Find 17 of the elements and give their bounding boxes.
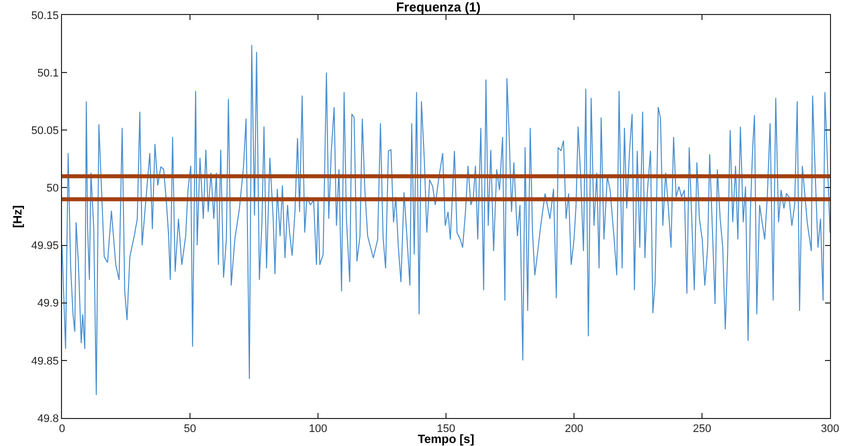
x-tick-label: 200 <box>564 423 584 436</box>
x-tick-label: 0 <box>58 423 66 436</box>
y-tick-label: 50.05 <box>31 124 59 137</box>
x-tick-label: 250 <box>692 423 712 436</box>
y-tick-label: 49.85 <box>31 355 59 368</box>
x-tick-label: 100 <box>308 423 328 436</box>
y-tick-label: 50 <box>46 182 59 195</box>
y-tick-label: 50.1 <box>37 67 59 80</box>
y-axis-title: [Hz] <box>10 205 25 228</box>
y-tick-label: 50.15 <box>31 10 59 22</box>
y-tick-label: 49.95 <box>31 240 59 252</box>
x-tick-label: 50 <box>184 423 196 436</box>
y-tick-label: 49.9 <box>37 298 59 310</box>
y-tick-label: 49.8 <box>37 412 59 425</box>
line-series <box>62 44 830 396</box>
x-tick-label: 300 <box>820 423 840 436</box>
chart-title: Frequenza (1) <box>396 0 481 14</box>
